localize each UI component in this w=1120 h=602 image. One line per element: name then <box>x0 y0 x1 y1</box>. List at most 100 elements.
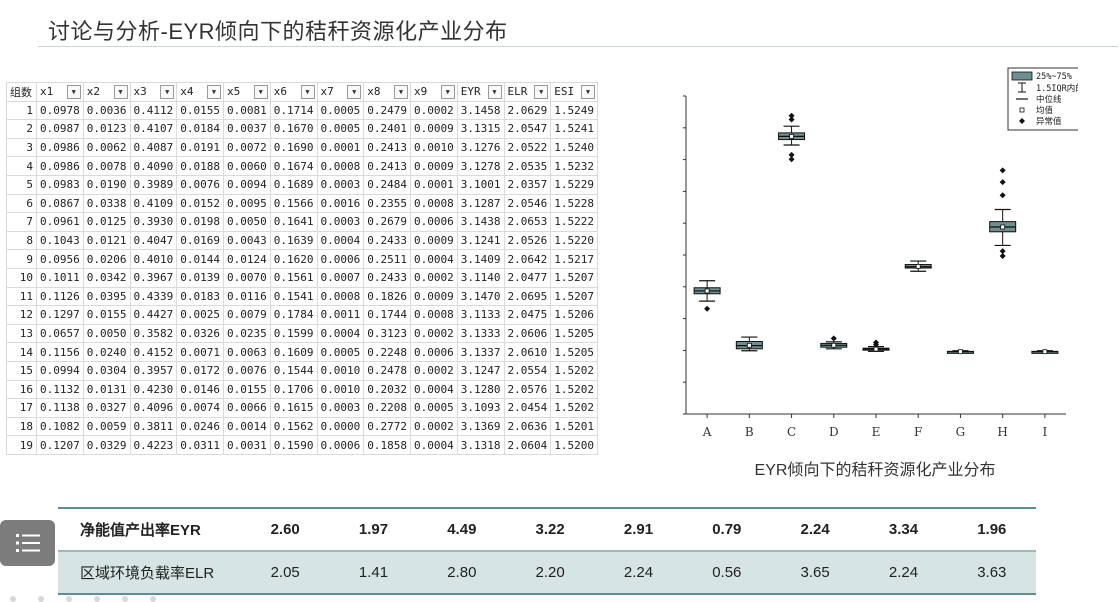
table-cell[interactable]: 0.0004 <box>410 435 458 455</box>
table-cell[interactable]: 0.0121 <box>82 230 131 251</box>
table-cell[interactable]: 0.1156 <box>36 342 84 362</box>
table-cell[interactable]: 0.0074 <box>176 398 224 418</box>
table-cell[interactable]: 0.0190 <box>82 174 131 195</box>
table-cell[interactable]: 0.0004 <box>316 323 365 344</box>
table-cell[interactable]: 0.1132 <box>36 379 84 400</box>
table-cell[interactable]: 0.0005 <box>410 398 458 418</box>
row-number[interactable]: 6 <box>6 193 37 214</box>
table-cell[interactable]: 0.2478 <box>363 360 411 381</box>
table-cell[interactable]: 0.0240 <box>82 342 131 362</box>
table-cell[interactable]: 0.3123 <box>363 323 411 344</box>
table-cell[interactable]: 2.0642 <box>503 249 552 269</box>
row-number[interactable]: 9 <box>6 249 37 269</box>
table-cell[interactable]: 0.2479 <box>363 100 411 121</box>
row-number[interactable]: 19 <box>6 435 37 455</box>
table-cell[interactable]: 0.2032 <box>363 379 411 400</box>
row-number[interactable]: 5 <box>6 174 37 195</box>
filter-dropdown-icon[interactable]: ▼ <box>300 85 315 99</box>
table-cell[interactable]: 0.1297 <box>36 305 84 325</box>
table-cell[interactable]: 1.5200 <box>550 435 598 455</box>
table-cell[interactable]: 0.1138 <box>36 398 84 418</box>
table-cell[interactable]: 0.0000 <box>316 416 365 437</box>
table-cell[interactable]: 0.1082 <box>36 416 84 437</box>
table-cell[interactable]: 0.0079 <box>223 305 271 325</box>
table-cell[interactable]: 1.5229 <box>550 174 598 195</box>
table-cell[interactable]: 0.0961 <box>36 212 84 232</box>
table-cell[interactable]: 0.0304 <box>82 360 131 381</box>
table-cell[interactable]: 3.1458 <box>456 100 505 121</box>
table-cell[interactable]: 0.1207 <box>36 435 84 455</box>
table-cell[interactable]: 0.1011 <box>36 267 84 288</box>
table-cell[interactable]: 0.4223 <box>129 435 178 455</box>
table-cell[interactable]: 0.0071 <box>176 342 224 362</box>
nav-dot[interactable] <box>122 596 128 602</box>
table-cell[interactable]: 0.1126 <box>36 286 84 307</box>
table-cell[interactable]: 1.5232 <box>550 156 598 176</box>
table-cell[interactable]: 1.5206 <box>550 305 598 325</box>
table-cell[interactable]: 0.0867 <box>36 193 84 214</box>
table-cell[interactable]: 2.0636 <box>503 416 552 437</box>
data-spreadsheet[interactable]: 组数 x1 ▼ x2 ▼ x3 ▼ x4 ▼ x5 ▼ x6 ▼ x7 ▼ x8 ▼ x9 ▼ EYR ▼ ELR ▼ ESI… <box>6 82 598 455</box>
table-cell[interactable]: 0.0004 <box>410 379 458 400</box>
filter-dropdown-icon[interactable]: ▼ <box>66 85 81 99</box>
table-cell[interactable]: 3.1369 <box>456 416 505 437</box>
nav-dot[interactable] <box>94 596 100 602</box>
table-cell[interactable]: 1.5205 <box>550 342 598 362</box>
table-cell[interactable]: 0.0329 <box>82 435 131 455</box>
table-cell[interactable]: 0.0139 <box>176 267 224 288</box>
table-cell[interactable]: 0.0395 <box>82 286 131 307</box>
table-cell[interactable]: 0.0072 <box>223 137 271 158</box>
table-cell[interactable]: 0.0002 <box>410 100 458 121</box>
row-number[interactable]: 15 <box>6 360 37 381</box>
table-cell[interactable]: 0.1641 <box>269 212 318 232</box>
table-cell[interactable]: 2.0547 <box>503 119 552 139</box>
row-number[interactable]: 17 <box>6 398 37 418</box>
table-cell[interactable]: 0.0983 <box>36 174 84 195</box>
table-cell[interactable]: 0.0060 <box>223 156 271 176</box>
table-cell[interactable]: 0.0011 <box>316 305 365 325</box>
table-cell[interactable]: 0.0123 <box>82 119 131 139</box>
table-cell[interactable]: 1.5228 <box>550 193 598 214</box>
table-cell[interactable]: 0.0005 <box>316 342 365 362</box>
table-cell[interactable]: 0.0116 <box>223 286 271 307</box>
table-cell[interactable]: 0.0037 <box>223 119 271 139</box>
table-cell[interactable]: 0.0066 <box>223 398 271 418</box>
table-cell[interactable]: 0.0004 <box>410 249 458 269</box>
table-cell[interactable]: 0.0016 <box>316 193 365 214</box>
slide-nav-dots[interactable] <box>10 596 156 602</box>
table-cell[interactable]: 0.0956 <box>36 249 84 269</box>
table-cell[interactable]: 3.1337 <box>456 342 505 362</box>
row-number[interactable]: 10 <box>6 267 37 288</box>
table-cell[interactable]: 1.5207 <box>550 286 598 307</box>
table-cell[interactable]: 0.0036 <box>82 100 131 121</box>
table-cell[interactable]: 0.1609 <box>269 342 318 362</box>
table-cell[interactable]: 0.0327 <box>82 398 131 418</box>
table-cell[interactable]: 0.0006 <box>410 212 458 232</box>
table-cell[interactable]: 1.5207 <box>550 267 598 288</box>
table-cell[interactable]: 0.0155 <box>223 379 271 400</box>
table-cell[interactable]: 0.0009 <box>410 156 458 176</box>
table-cell[interactable]: 0.3989 <box>129 174 178 195</box>
menu-button[interactable] <box>0 520 55 566</box>
table-cell[interactable]: 0.3957 <box>129 360 178 381</box>
table-cell[interactable]: 0.0059 <box>82 416 131 437</box>
table-cell[interactable]: 0.4090 <box>129 156 178 176</box>
table-cell[interactable]: 0.0003 <box>316 174 365 195</box>
table-cell[interactable]: 0.0043 <box>223 230 271 251</box>
table-cell[interactable]: 1.5202 <box>550 360 598 381</box>
table-cell[interactable]: 3.1278 <box>456 156 505 176</box>
table-cell[interactable]: 0.0025 <box>176 305 224 325</box>
table-cell[interactable]: 0.0206 <box>82 249 131 269</box>
table-cell[interactable]: 0.0338 <box>82 193 131 214</box>
filter-dropdown-icon[interactable]: ▼ <box>440 85 455 99</box>
table-cell[interactable]: 0.0155 <box>176 100 224 121</box>
row-number[interactable]: 12 <box>6 305 37 325</box>
table-cell[interactable]: 0.1544 <box>269 360 318 381</box>
row-number[interactable]: 4 <box>6 156 37 176</box>
table-cell[interactable]: 0.0124 <box>223 249 271 269</box>
table-cell[interactable]: 0.0010 <box>316 379 365 400</box>
table-cell[interactable]: 0.0987 <box>36 119 84 139</box>
table-cell[interactable]: 0.0006 <box>316 435 365 455</box>
row-number[interactable]: 13 <box>6 323 37 344</box>
table-cell[interactable]: 0.4109 <box>129 193 178 214</box>
